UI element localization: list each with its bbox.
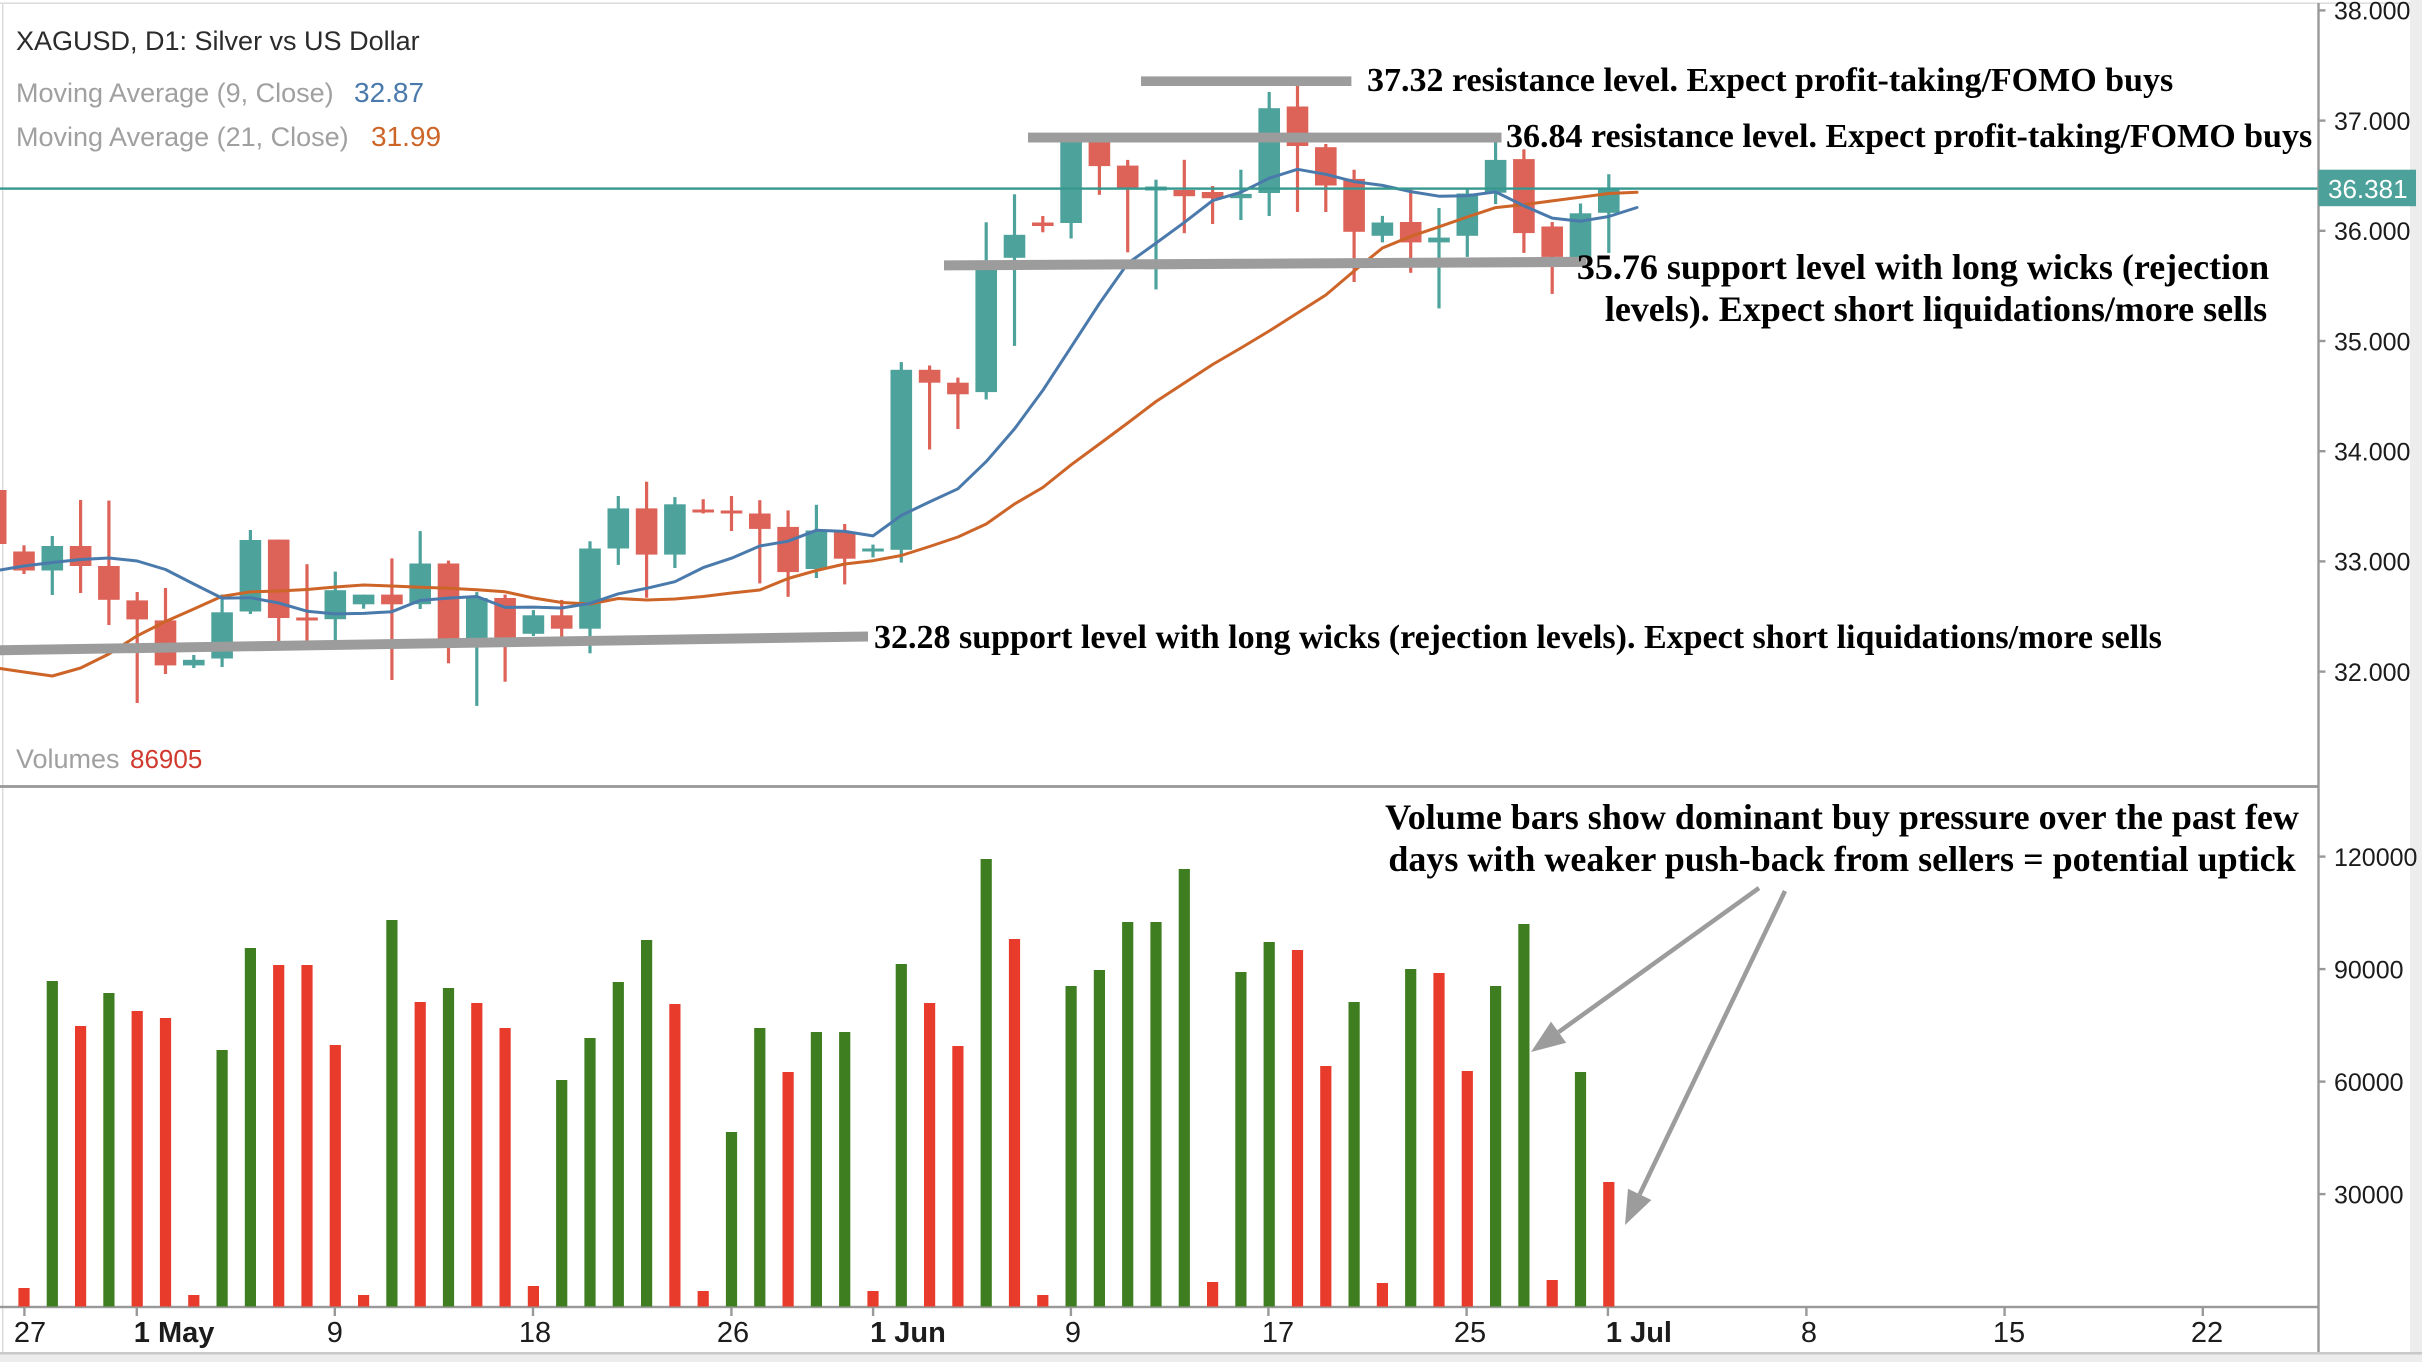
svg-text:9: 9 <box>1065 1317 1081 1349</box>
svg-text:9: 9 <box>327 1317 343 1349</box>
svg-text:37.32 resistance level. Expect: 37.32 resistance level. Expect profit-ta… <box>1367 62 2173 99</box>
svg-text:37.000: 37.000 <box>2334 108 2410 136</box>
svg-text:XAGUSD, D1: Silver vs US Dolla: XAGUSD, D1: Silver vs US Dollar <box>16 26 420 56</box>
svg-text:35.000: 35.000 <box>2334 328 2410 356</box>
svg-text:25: 25 <box>1454 1317 1486 1349</box>
svg-text:Moving Average (9, Close): Moving Average (9, Close) <box>16 78 334 108</box>
svg-text:Volumes: Volumes <box>16 744 120 774</box>
svg-text:days with weaker push-back fro: days with weaker push-back from sellers … <box>1388 839 2295 879</box>
svg-text:15: 15 <box>1993 1317 2025 1349</box>
svg-text:120000: 120000 <box>2334 844 2417 872</box>
svg-text:60000: 60000 <box>2334 1069 2404 1097</box>
svg-text:26: 26 <box>717 1317 749 1349</box>
svg-text:32.000: 32.000 <box>2334 659 2410 687</box>
svg-text:1 Jul: 1 Jul <box>1606 1317 1672 1349</box>
svg-text:86905: 86905 <box>130 744 202 774</box>
svg-text:31.99: 31.99 <box>371 121 441 152</box>
svg-text:38.000: 38.000 <box>2334 0 2410 26</box>
svg-text:34.000: 34.000 <box>2334 439 2410 467</box>
svg-text:22: 22 <box>2191 1317 2223 1349</box>
svg-text:1 Jun: 1 Jun <box>870 1317 946 1349</box>
svg-text:32.87: 32.87 <box>354 77 424 108</box>
svg-text:Volume bars show dominant buy: Volume bars show dominant buy pressure o… <box>1385 797 2299 837</box>
svg-text:36.84 resistance level. Expect: 36.84 resistance level. Expect profit-ta… <box>1506 118 2312 155</box>
svg-text:35.76 support level with long: 35.76 support level with long wicks (rej… <box>1577 247 2269 287</box>
svg-text:36.000: 36.000 <box>2334 218 2410 246</box>
svg-text:1 May: 1 May <box>134 1317 215 1349</box>
svg-text:90000: 90000 <box>2334 956 2404 984</box>
svg-text:17: 17 <box>1262 1317 1294 1349</box>
svg-text:18: 18 <box>519 1317 551 1349</box>
svg-text:27: 27 <box>14 1317 46 1349</box>
svg-text:levels). Expect short liquidat: levels). Expect short liquidations/more … <box>1605 289 2267 329</box>
svg-text:33.000: 33.000 <box>2334 549 2410 577</box>
svg-text:36.381: 36.381 <box>2328 174 2408 204</box>
svg-text:32.28 support level with long: 32.28 support level with long wicks (rej… <box>874 619 2162 656</box>
svg-text:Moving Average (21, Close): Moving Average (21, Close) <box>16 122 349 152</box>
svg-text:30000: 30000 <box>2334 1181 2404 1209</box>
svg-text:8: 8 <box>1801 1317 1817 1349</box>
